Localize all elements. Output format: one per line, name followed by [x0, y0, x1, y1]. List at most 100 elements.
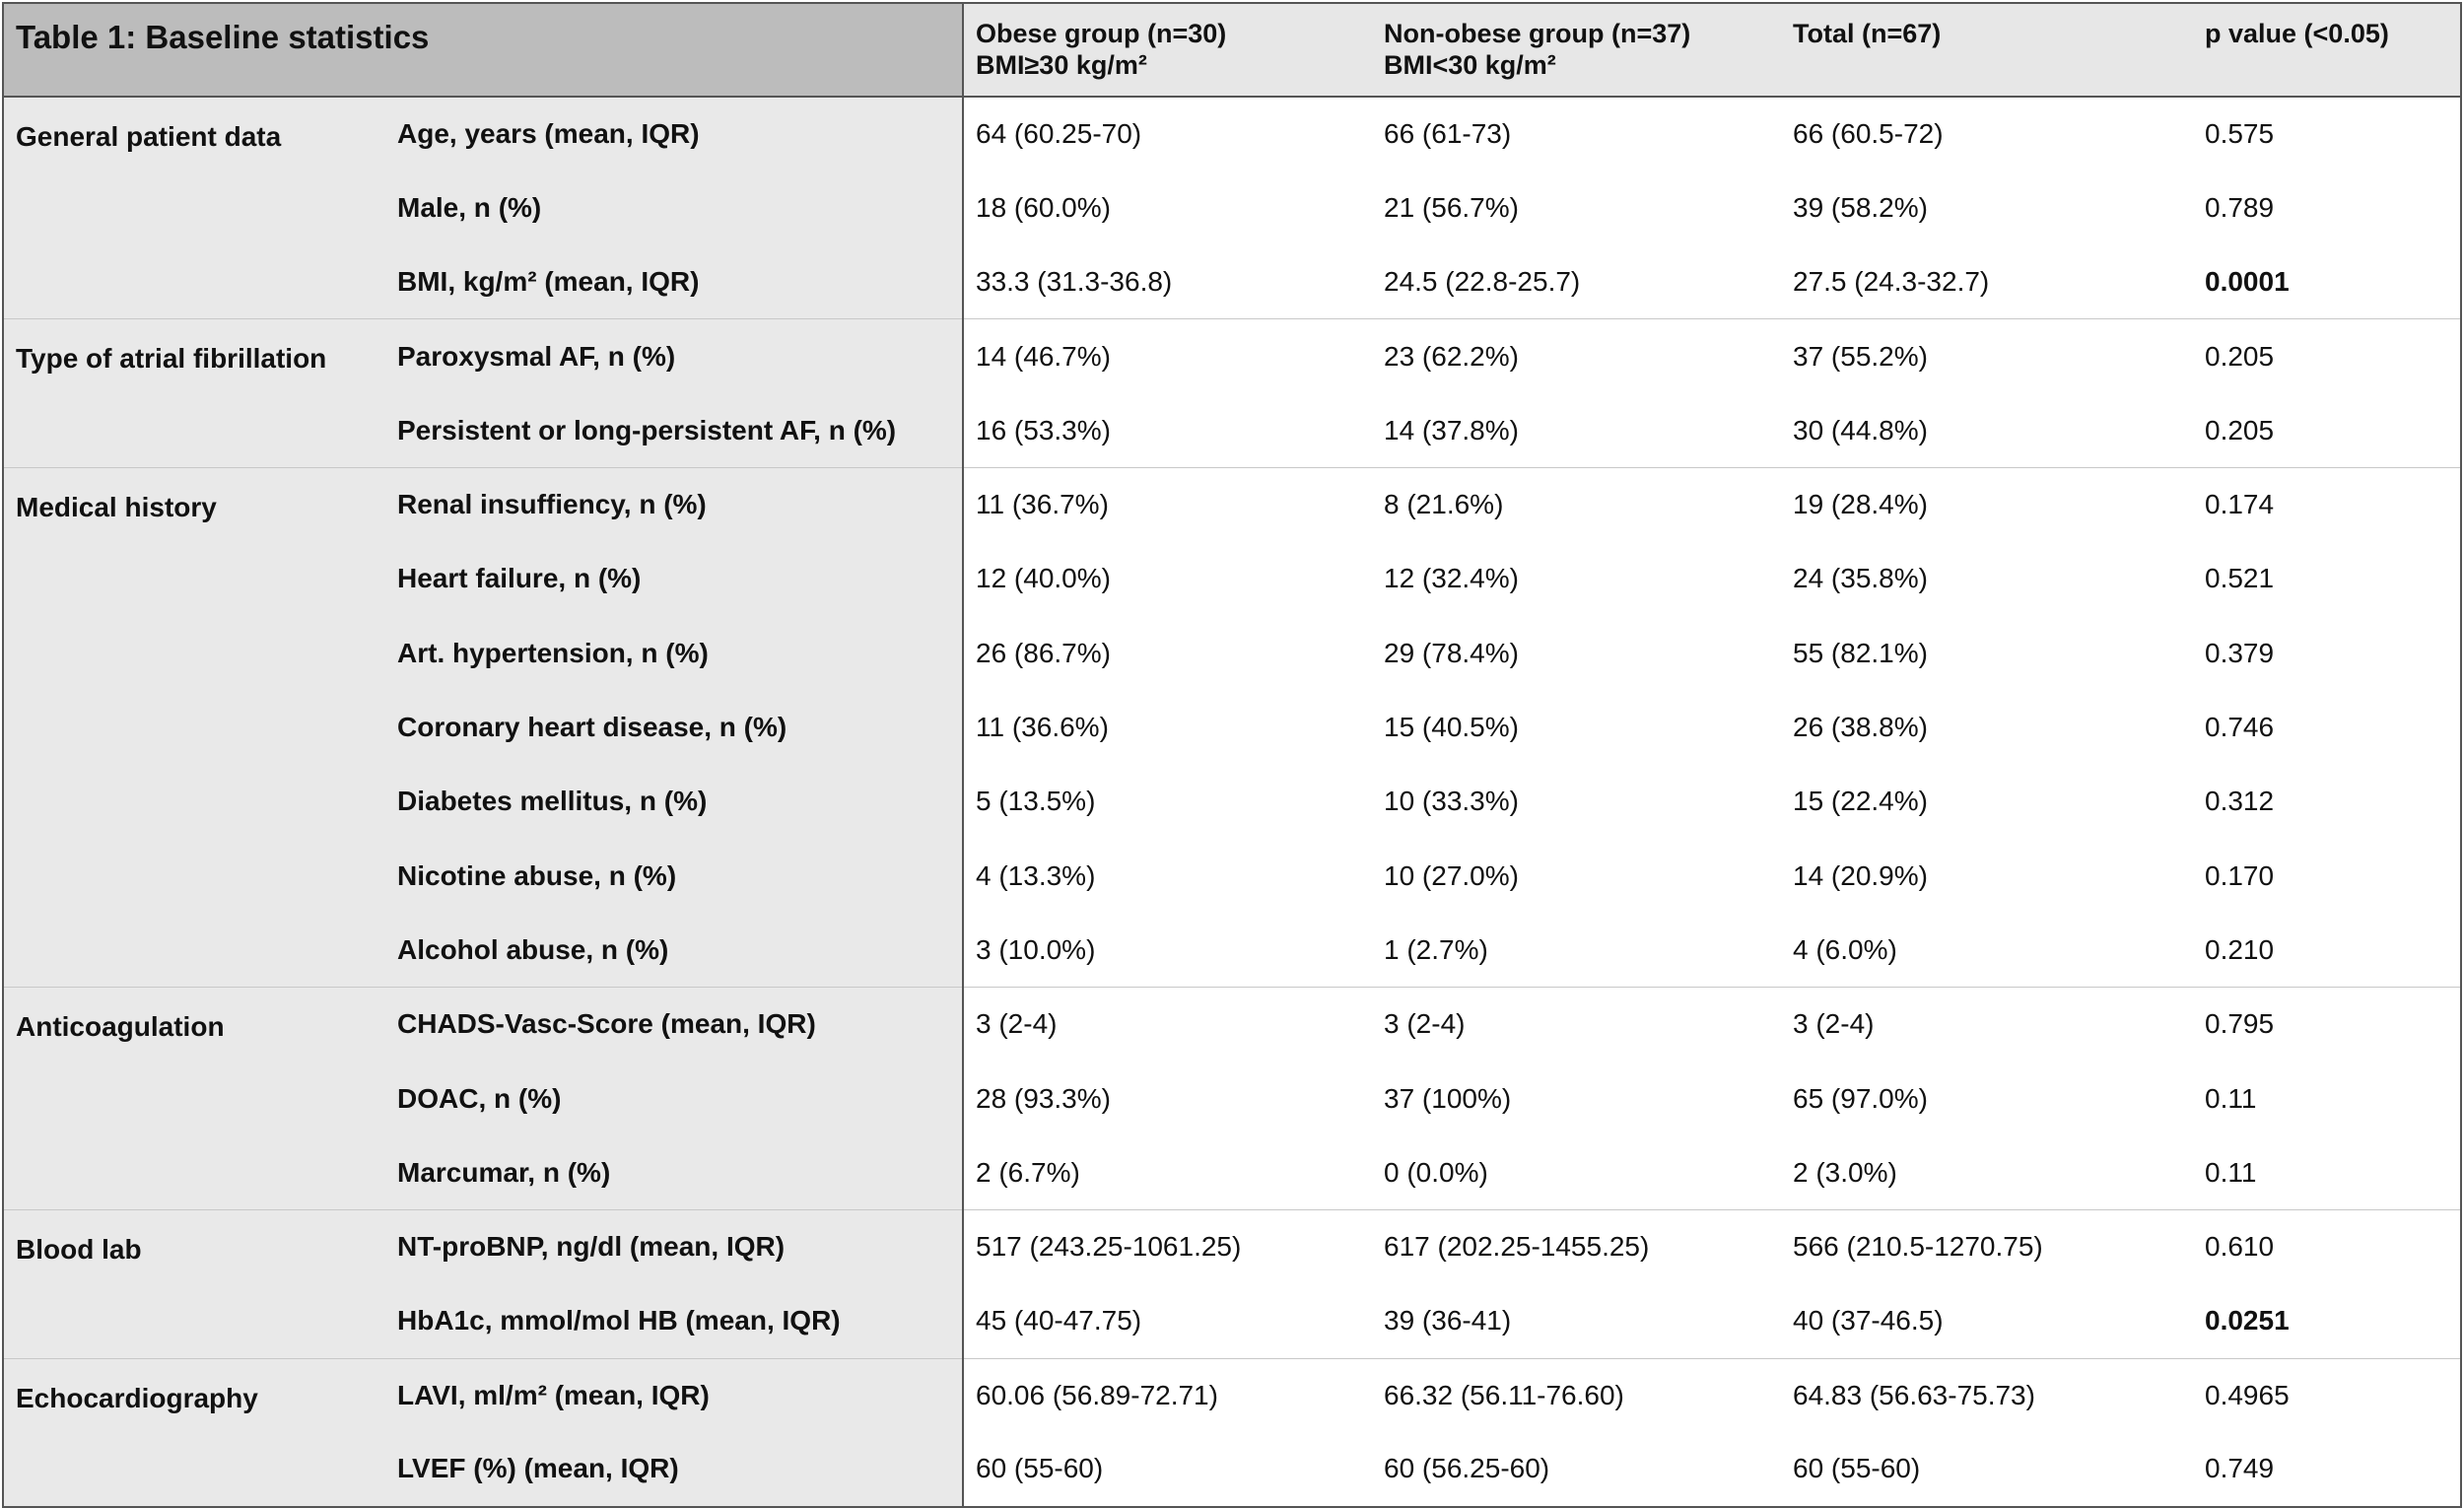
table-row: Marcumar, n (%) 2 (6.7%) 0 (0.0%) 2 (3.0%) 0… [3, 1135, 2461, 1210]
p-value: 0.610 [2193, 1208, 2461, 1284]
p-value: 0.11 [2193, 1135, 2461, 1210]
nonobese-value: 15 (40.5%) [1372, 690, 1781, 765]
variable-label: Paroxysmal AF, n (%) [385, 318, 964, 394]
table-row: Coronary heart disease, n (%) 11 (36.6%) 1… [3, 690, 2461, 765]
total-value: 65 (97.0%) [1781, 1061, 2193, 1136]
p-value: 0.205 [2193, 393, 2461, 468]
variable-label: DOAC, n (%) [385, 1061, 964, 1136]
table-row: BMI, kg/m² (mean, IQR) 33.3 (31.3-36.8) 24… [3, 244, 2461, 319]
table-row: General patient data Age, years (mean, IQ… [3, 97, 2461, 319]
variable-label: BMI, kg/m² (mean, IQR) [385, 244, 964, 319]
p-value: 0.11 [2193, 1061, 2461, 1136]
obese-value: 3 (10.0%) [963, 913, 1372, 988]
table-row: Heart failure, n (%) 12 (40.0%) 12 (32.4%)… [3, 541, 2461, 617]
table-row: Echocardiography LAVI, ml/m² (mean, IQR) 6… [3, 1357, 2461, 1507]
variable-label: Coronary heart disease, n (%) [385, 690, 964, 765]
total-value: 66 (60.5-72) [1781, 97, 2193, 171]
variable-label: HbA1c, mmol/mol HB (mean, IQR) [385, 1283, 964, 1359]
table-row: Male, n (%) 18 (60.0%) 21 (56.7%) 39 (58.2%… [3, 171, 2461, 245]
total-value: 30 (44.8%) [1781, 393, 2193, 468]
total-value: 4 (6.0%) [1781, 913, 2193, 988]
nonobese-value: 14 (37.8%) [1372, 393, 1781, 468]
variable-label: Alcohol abuse, n (%) [385, 913, 964, 988]
header-p-value: p value (<0.05) [2193, 3, 2461, 98]
variable-label: Marcumar, n (%) [385, 1135, 964, 1210]
total-value: 26 (38.8%) [1781, 690, 2193, 765]
group-label: Blood lab [3, 1208, 385, 1359]
p-value: 0.205 [2193, 318, 2461, 394]
header-nonobese-bmi: BMI<30 kg/m² [1384, 50, 1556, 80]
nonobese-value: 66.32 (56.11-76.60) [1372, 1357, 1781, 1433]
obese-value: 33.3 (31.3-36.8) [963, 244, 1372, 319]
variable-label: CHADS-Vasc-Score (mean, IQR) [385, 987, 964, 1062]
variable-label: Age, years (mean, IQR) [385, 97, 964, 171]
obese-value: 2 (6.7%) [963, 1135, 1372, 1210]
total-value: 566 (210.5-1270.75) [1781, 1208, 2193, 1284]
total-value: 14 (20.9%) [1781, 838, 2193, 914]
table-row: Art. hypertension, n (%) 26 (86.7%) 29 (78… [3, 616, 2461, 691]
group-label: General patient data [3, 97, 385, 319]
header-obese-label: Obese group (n=30) [976, 19, 1227, 48]
table-row: Blood lab NT-proBNP, ng/dl (mean, IQR) 517… [3, 1208, 2461, 1359]
variable-label: Renal insuffiency, n (%) [385, 466, 964, 542]
variable-label: Persistent or long-persistent AF, n (%) [385, 393, 964, 468]
nonobese-value: 21 (56.7%) [1372, 171, 1781, 245]
obese-value: 16 (53.3%) [963, 393, 1372, 468]
total-value: 24 (35.8%) [1781, 541, 2193, 617]
nonobese-value: 29 (78.4%) [1372, 616, 1781, 691]
nonobese-value: 0 (0.0%) [1372, 1135, 1781, 1210]
obese-value: 60 (55-60) [963, 1432, 1372, 1507]
table-row: Alcohol abuse, n (%) 3 (10.0%) 1 (2.7%) 4 (… [3, 913, 2461, 988]
total-value: 19 (28.4%) [1781, 466, 2193, 542]
table-row: Anticoagulation CHADS-Vasc-Score (mean, I… [3, 987, 2461, 1210]
p-value: 0.4965 [2193, 1357, 2461, 1433]
nonobese-value: 10 (33.3%) [1372, 764, 1781, 839]
group-label: Type of atrial fibrillation [3, 318, 385, 468]
total-value: 27.5 (24.3-32.7) [1781, 244, 2193, 319]
table-row: LVEF (%) (mean, IQR) 60 (55-60) 60 (56.25-… [3, 1432, 2461, 1507]
nonobese-value: 10 (27.0%) [1372, 838, 1781, 914]
nonobese-value: 8 (21.6%) [1372, 466, 1781, 542]
variable-label: Art. hypertension, n (%) [385, 616, 964, 691]
table-row: Nicotine abuse, n (%) 4 (13.3%) 10 (27.0%)… [3, 838, 2461, 914]
p-value: 0.521 [2193, 541, 2461, 617]
table-header-row: Table 1: Baseline statistics Obese group… [3, 3, 2461, 98]
header-nonobese-label: Non-obese group (n=37) [1384, 19, 1691, 48]
table-row: HbA1c, mmol/mol HB (mean, IQR) 45 (40-47.… [3, 1283, 2461, 1359]
table-body: General patient data Age, years (mean, IQ… [3, 97, 2461, 1507]
obese-value: 60.06 (56.89-72.71) [963, 1357, 1372, 1433]
total-value: 2 (3.0%) [1781, 1135, 2193, 1210]
total-value: 55 (82.1%) [1781, 616, 2193, 691]
total-value: 39 (58.2%) [1781, 171, 2193, 245]
nonobese-value: 23 (62.2%) [1372, 318, 1781, 394]
obese-value: 64 (60.25-70) [963, 97, 1372, 171]
variable-label: LVEF (%) (mean, IQR) [385, 1432, 964, 1507]
p-value: 0.379 [2193, 616, 2461, 691]
p-value: 0.312 [2193, 764, 2461, 839]
nonobese-value: 1 (2.7%) [1372, 913, 1781, 988]
nonobese-value: 39 (36-41) [1372, 1283, 1781, 1359]
obese-value: 18 (60.0%) [963, 171, 1372, 245]
nonobese-value: 12 (32.4%) [1372, 541, 1781, 617]
obese-value: 11 (36.6%) [963, 690, 1372, 765]
nonobese-value: 37 (100%) [1372, 1061, 1781, 1136]
total-value: 37 (55.2%) [1781, 318, 2193, 394]
nonobese-value: 617 (202.25-1455.25) [1372, 1208, 1781, 1284]
variable-label: Heart failure, n (%) [385, 541, 964, 617]
nonobese-value: 24.5 (22.8-25.7) [1372, 244, 1781, 319]
variable-label: LAVI, ml/m² (mean, IQR) [385, 1357, 964, 1433]
total-value: 15 (22.4%) [1781, 764, 2193, 839]
p-value: 0.210 [2193, 913, 2461, 988]
total-value: 40 (37-46.5) [1781, 1283, 2193, 1359]
obese-value: 26 (86.7%) [963, 616, 1372, 691]
p-value: 0.0001 [2193, 244, 2461, 319]
p-value: 0.789 [2193, 171, 2461, 245]
p-value: 0.749 [2193, 1432, 2461, 1507]
obese-value: 45 (40-47.75) [963, 1283, 1372, 1359]
nonobese-value: 3 (2-4) [1372, 987, 1781, 1062]
header-obese-group: Obese group (n=30) BMI≥30 kg/m² [963, 3, 1372, 98]
obese-value: 28 (93.3%) [963, 1061, 1372, 1136]
obese-value: 517 (243.25-1061.25) [963, 1208, 1372, 1284]
obese-value: 11 (36.7%) [963, 466, 1372, 542]
